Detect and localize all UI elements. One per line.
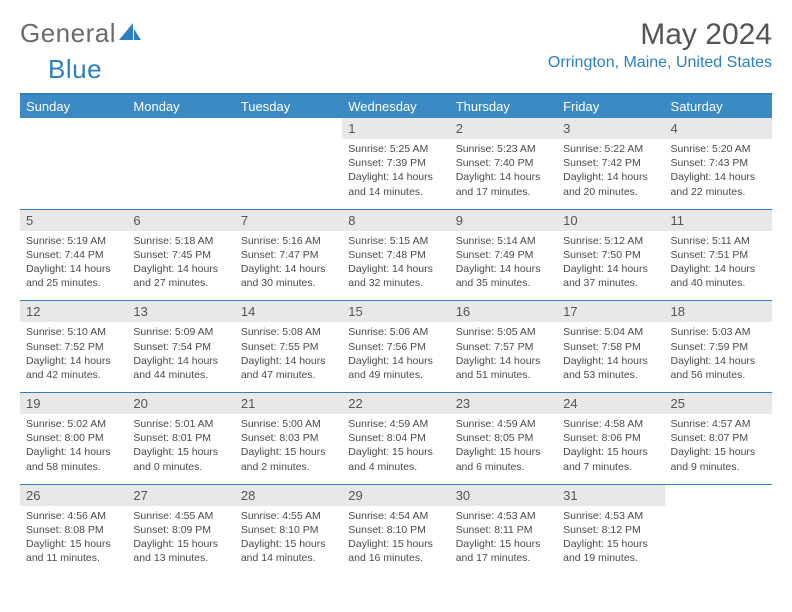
day-number-cell: 28 (235, 484, 342, 506)
day-data-cell (665, 506, 772, 576)
day-number-cell: 22 (342, 393, 449, 415)
weekday-header: Tuesday (235, 94, 342, 118)
day-data-cell: Sunrise: 5:04 AMSunset: 7:58 PMDaylight:… (557, 322, 664, 392)
day-number-cell (665, 484, 772, 506)
day-number-row: 19202122232425 (20, 393, 772, 415)
day-number-cell (20, 118, 127, 139)
day-data-cell: Sunrise: 5:20 AMSunset: 7:43 PMDaylight:… (665, 139, 772, 209)
day-data-cell: Sunrise: 5:18 AMSunset: 7:45 PMDaylight:… (127, 231, 234, 301)
day-data-cell: Sunrise: 5:19 AMSunset: 7:44 PMDaylight:… (20, 231, 127, 301)
day-data-cell: Sunrise: 5:23 AMSunset: 7:40 PMDaylight:… (450, 139, 557, 209)
day-number-cell: 26 (20, 484, 127, 506)
day-data-cell: Sunrise: 5:09 AMSunset: 7:54 PMDaylight:… (127, 322, 234, 392)
day-data-cell: Sunrise: 4:58 AMSunset: 8:06 PMDaylight:… (557, 414, 664, 484)
day-number-cell: 14 (235, 301, 342, 323)
weekday-header: Thursday (450, 94, 557, 118)
day-number-cell (127, 118, 234, 139)
day-number-cell: 17 (557, 301, 664, 323)
day-data-cell: Sunrise: 5:14 AMSunset: 7:49 PMDaylight:… (450, 231, 557, 301)
weekday-header: Friday (557, 94, 664, 118)
logo-sail-icon (119, 23, 141, 41)
day-data-cell: Sunrise: 4:56 AMSunset: 8:08 PMDaylight:… (20, 506, 127, 576)
day-number-row: 567891011 (20, 209, 772, 231)
day-data-row: Sunrise: 5:19 AMSunset: 7:44 PMDaylight:… (20, 231, 772, 301)
day-data-row: Sunrise: 4:56 AMSunset: 8:08 PMDaylight:… (20, 506, 772, 576)
day-data-cell: Sunrise: 4:59 AMSunset: 8:05 PMDaylight:… (450, 414, 557, 484)
weekday-header: Wednesday (342, 94, 449, 118)
weekday-header: Saturday (665, 94, 772, 118)
day-number-cell: 3 (557, 118, 664, 139)
day-number-cell: 1 (342, 118, 449, 139)
day-number-cell: 6 (127, 209, 234, 231)
day-data-cell: Sunrise: 5:22 AMSunset: 7:42 PMDaylight:… (557, 139, 664, 209)
day-data-cell: Sunrise: 5:01 AMSunset: 8:01 PMDaylight:… (127, 414, 234, 484)
day-data-cell: Sunrise: 5:08 AMSunset: 7:55 PMDaylight:… (235, 322, 342, 392)
day-data-cell: Sunrise: 5:16 AMSunset: 7:47 PMDaylight:… (235, 231, 342, 301)
day-data-cell: Sunrise: 4:54 AMSunset: 8:10 PMDaylight:… (342, 506, 449, 576)
logo: General (20, 18, 141, 49)
day-number-cell: 12 (20, 301, 127, 323)
day-number-cell: 24 (557, 393, 664, 415)
day-number-cell: 2 (450, 118, 557, 139)
day-data-cell: Sunrise: 5:25 AMSunset: 7:39 PMDaylight:… (342, 139, 449, 209)
day-data-cell: Sunrise: 5:00 AMSunset: 8:03 PMDaylight:… (235, 414, 342, 484)
day-data-cell: Sunrise: 4:53 AMSunset: 8:11 PMDaylight:… (450, 506, 557, 576)
day-data-row: Sunrise: 5:02 AMSunset: 8:00 PMDaylight:… (20, 414, 772, 484)
weekday-header: Sunday (20, 94, 127, 118)
day-data-cell: Sunrise: 4:53 AMSunset: 8:12 PMDaylight:… (557, 506, 664, 576)
day-data-cell: Sunrise: 4:55 AMSunset: 8:09 PMDaylight:… (127, 506, 234, 576)
day-number-cell: 20 (127, 393, 234, 415)
month-title: May 2024 (548, 18, 772, 52)
day-number-cell: 15 (342, 301, 449, 323)
day-number-cell: 18 (665, 301, 772, 323)
day-number-cell: 29 (342, 484, 449, 506)
day-number-row: 12131415161718 (20, 301, 772, 323)
weekday-header-row: SundayMondayTuesdayWednesdayThursdayFrid… (20, 94, 772, 118)
location: Orrington, Maine, United States (548, 54, 772, 72)
day-data-cell: Sunrise: 5:10 AMSunset: 7:52 PMDaylight:… (20, 322, 127, 392)
day-data-cell: Sunrise: 5:03 AMSunset: 7:59 PMDaylight:… (665, 322, 772, 392)
day-number-cell: 9 (450, 209, 557, 231)
day-data-cell: Sunrise: 5:12 AMSunset: 7:50 PMDaylight:… (557, 231, 664, 301)
day-data-row: Sunrise: 5:10 AMSunset: 7:52 PMDaylight:… (20, 322, 772, 392)
day-number-cell: 8 (342, 209, 449, 231)
day-number-cell: 31 (557, 484, 664, 506)
day-number-cell: 25 (665, 393, 772, 415)
day-number-cell: 21 (235, 393, 342, 415)
day-data-cell: Sunrise: 4:59 AMSunset: 8:04 PMDaylight:… (342, 414, 449, 484)
day-data-cell: Sunrise: 5:06 AMSunset: 7:56 PMDaylight:… (342, 322, 449, 392)
weekday-header: Monday (127, 94, 234, 118)
day-number-cell: 10 (557, 209, 664, 231)
day-number-cell: 11 (665, 209, 772, 231)
day-data-row: Sunrise: 5:25 AMSunset: 7:39 PMDaylight:… (20, 139, 772, 209)
day-number-cell (235, 118, 342, 139)
day-data-cell (20, 139, 127, 209)
day-number-cell: 7 (235, 209, 342, 231)
day-data-cell: Sunrise: 4:57 AMSunset: 8:07 PMDaylight:… (665, 414, 772, 484)
day-data-cell: Sunrise: 5:02 AMSunset: 8:00 PMDaylight:… (20, 414, 127, 484)
day-number-cell: 30 (450, 484, 557, 506)
day-number-cell: 4 (665, 118, 772, 139)
logo-word2: Blue (48, 54, 102, 85)
day-number-cell: 13 (127, 301, 234, 323)
logo-word1: General (20, 18, 116, 49)
day-number-cell: 16 (450, 301, 557, 323)
day-number-row: 1234 (20, 118, 772, 139)
day-number-cell: 23 (450, 393, 557, 415)
day-number-cell: 19 (20, 393, 127, 415)
day-number-cell: 5 (20, 209, 127, 231)
calendar-table: SundayMondayTuesdayWednesdayThursdayFrid… (20, 93, 772, 575)
day-number-row: 262728293031 (20, 484, 772, 506)
day-data-cell: Sunrise: 5:11 AMSunset: 7:51 PMDaylight:… (665, 231, 772, 301)
day-data-cell (127, 139, 234, 209)
day-data-cell: Sunrise: 5:15 AMSunset: 7:48 PMDaylight:… (342, 231, 449, 301)
day-data-cell: Sunrise: 5:05 AMSunset: 7:57 PMDaylight:… (450, 322, 557, 392)
day-data-cell: Sunrise: 4:55 AMSunset: 8:10 PMDaylight:… (235, 506, 342, 576)
day-data-cell (235, 139, 342, 209)
day-number-cell: 27 (127, 484, 234, 506)
